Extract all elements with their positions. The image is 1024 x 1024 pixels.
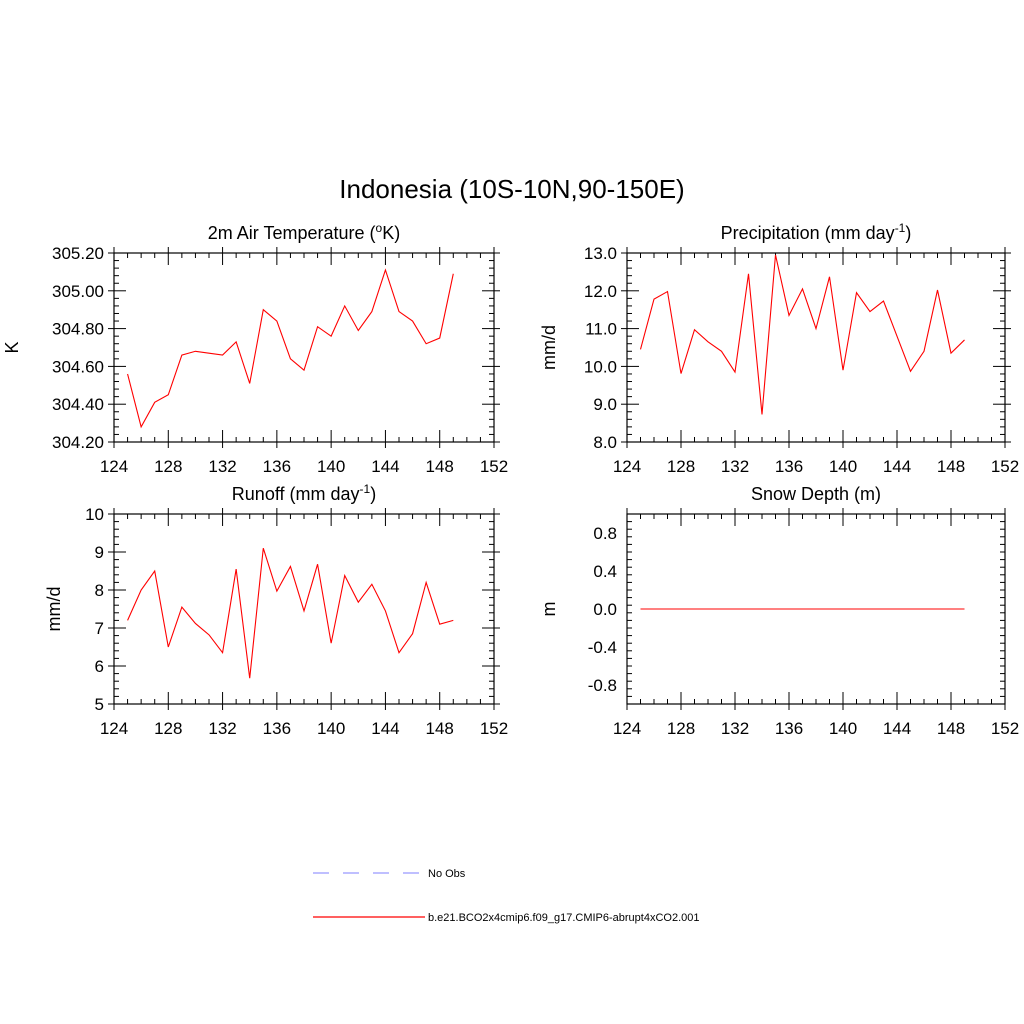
runoff-x-tick-label: 128 bbox=[154, 719, 182, 738]
precip-y-tick-label: 11.0 bbox=[585, 320, 617, 339]
temp-x-tick-label: 124 bbox=[100, 457, 128, 476]
temp-x-tick-label: 144 bbox=[371, 457, 399, 476]
temp-y-tick-label: 304.40 bbox=[52, 395, 104, 414]
runoff-y-tick-label: 5 bbox=[95, 695, 104, 714]
precip-x-tick-label: 152 bbox=[991, 457, 1019, 476]
snow-x-tick-label: 136 bbox=[775, 719, 803, 738]
snow-panel-title: Snow Depth (m) bbox=[751, 484, 881, 504]
snow-x-tick-label: 148 bbox=[937, 719, 965, 738]
precip-y-tick-label: 12.0 bbox=[584, 282, 617, 301]
temp-x-tick-label: 128 bbox=[154, 457, 182, 476]
panel-precipitation: 124 128 132 136 140 144 148 152 8.0 9.0 10.0 11.0 12… bbox=[539, 221, 1019, 476]
snow-y-tick-label: -0.8 bbox=[588, 676, 617, 695]
temp-series-line bbox=[127, 268, 454, 429]
temp-y-tick-label: 305.00 bbox=[52, 282, 104, 301]
runoff-y-tick-label: 7 bbox=[95, 619, 104, 638]
snow-y-tick-label: 0.0 bbox=[593, 600, 617, 619]
legend: No Obs b.e21.BCO2x4cmip6.f09_g17.CMIP6-a… bbox=[313, 868, 700, 924]
runoff-x-tick-label: 140 bbox=[317, 719, 345, 738]
precip-x-tick-label: 124 bbox=[613, 457, 641, 476]
precip-series-line bbox=[639, 254, 965, 415]
temp-y-tick-label: 304.60 bbox=[52, 357, 104, 376]
temp-x-tick-label: 132 bbox=[208, 457, 236, 476]
temp-x-tick-label: 152 bbox=[480, 457, 508, 476]
precip-y-tick-label: 13.0 bbox=[584, 244, 617, 263]
temp-y-tick-label: 305.20 bbox=[52, 244, 104, 263]
snow-x-tick-label: 140 bbox=[829, 719, 857, 738]
precip-y-tick-label: 8.0 bbox=[593, 433, 617, 452]
runoff-panel-title: Runoff (mm day-1) bbox=[232, 482, 376, 504]
runoff-y-tick-label: 8 bbox=[95, 581, 104, 600]
temp-y-axis-label: K bbox=[2, 341, 22, 353]
snow-y-tick-label: 0.4 bbox=[593, 562, 617, 581]
precip-panel-title: Precipitation (mm day-1) bbox=[721, 221, 912, 243]
panel-snow-depth: 124 128 132 136 140 144 148 152 -0.8 -0.4 0.0 0.4 0.… bbox=[539, 484, 1019, 738]
snow-x-tick-label: 128 bbox=[667, 719, 695, 738]
legend-obs-label: No Obs bbox=[428, 868, 466, 880]
temp-y-tick-label: 304.80 bbox=[52, 320, 104, 339]
precip-x-tick-label: 136 bbox=[775, 457, 803, 476]
temp-y-tick-label: 304.20 bbox=[52, 433, 104, 452]
precip-x-tick-label: 132 bbox=[721, 457, 749, 476]
temp-panel-title: 2m Air Temperature (oK) bbox=[208, 221, 400, 243]
precip-x-tick-label: 144 bbox=[883, 457, 911, 476]
snow-y-axis-label: m bbox=[539, 602, 559, 617]
legend-model-label: b.e21.BCO2x4cmip6.f09_g17.CMIP6-abrupt4x… bbox=[428, 912, 700, 924]
runoff-x-tick-label: 136 bbox=[263, 719, 291, 738]
panel-temperature: 124 128 132 136 140 144 148 152 304.20 304.40 304.… bbox=[2, 221, 508, 476]
snow-x-tick-label: 152 bbox=[991, 719, 1019, 738]
temp-x-tick-label: 148 bbox=[426, 457, 454, 476]
temp-plot-frame bbox=[113, 252, 495, 443]
snow-x-tick-label: 124 bbox=[613, 719, 641, 738]
runoff-x-tick-label: 152 bbox=[480, 719, 508, 738]
snow-x-tick-label: 132 bbox=[721, 719, 749, 738]
runoff-x-tick-label: 144 bbox=[371, 719, 399, 738]
runoff-y-tick-label: 6 bbox=[95, 657, 104, 676]
precip-x-tick-label: 148 bbox=[937, 457, 965, 476]
runoff-series-line bbox=[127, 548, 454, 679]
panel-runoff: 124 128 132 136 140 144 148 152 5 6 7 8 9 10 Runoff (m… bbox=[44, 482, 508, 738]
snow-y-tick-label: 0.8 bbox=[593, 524, 617, 543]
runoff-y-tick-label: 9 bbox=[95, 543, 104, 562]
runoff-x-tick-label: 124 bbox=[100, 719, 128, 738]
precip-plot-frame bbox=[626, 252, 1006, 443]
runoff-x-tick-label: 148 bbox=[426, 719, 454, 738]
runoff-x-tick-label: 132 bbox=[208, 719, 236, 738]
precip-y-tick-label: 10.0 bbox=[584, 357, 617, 376]
snow-y-tick-label: -0.4 bbox=[588, 638, 617, 657]
precip-y-axis-label: mm/d bbox=[539, 325, 559, 370]
figure-title: Indonesia (10S-10N,90-150E) bbox=[339, 174, 684, 204]
temp-x-tick-label: 136 bbox=[263, 457, 291, 476]
precip-y-tick-label: 9.0 bbox=[593, 395, 617, 414]
snow-x-tick-label: 144 bbox=[883, 719, 911, 738]
precip-x-tick-label: 140 bbox=[829, 457, 857, 476]
temp-x-tick-label: 140 bbox=[317, 457, 345, 476]
runoff-y-axis-label: mm/d bbox=[44, 587, 64, 632]
runoff-y-tick-label: 10 bbox=[85, 505, 104, 524]
precip-x-tick-label: 128 bbox=[667, 457, 695, 476]
